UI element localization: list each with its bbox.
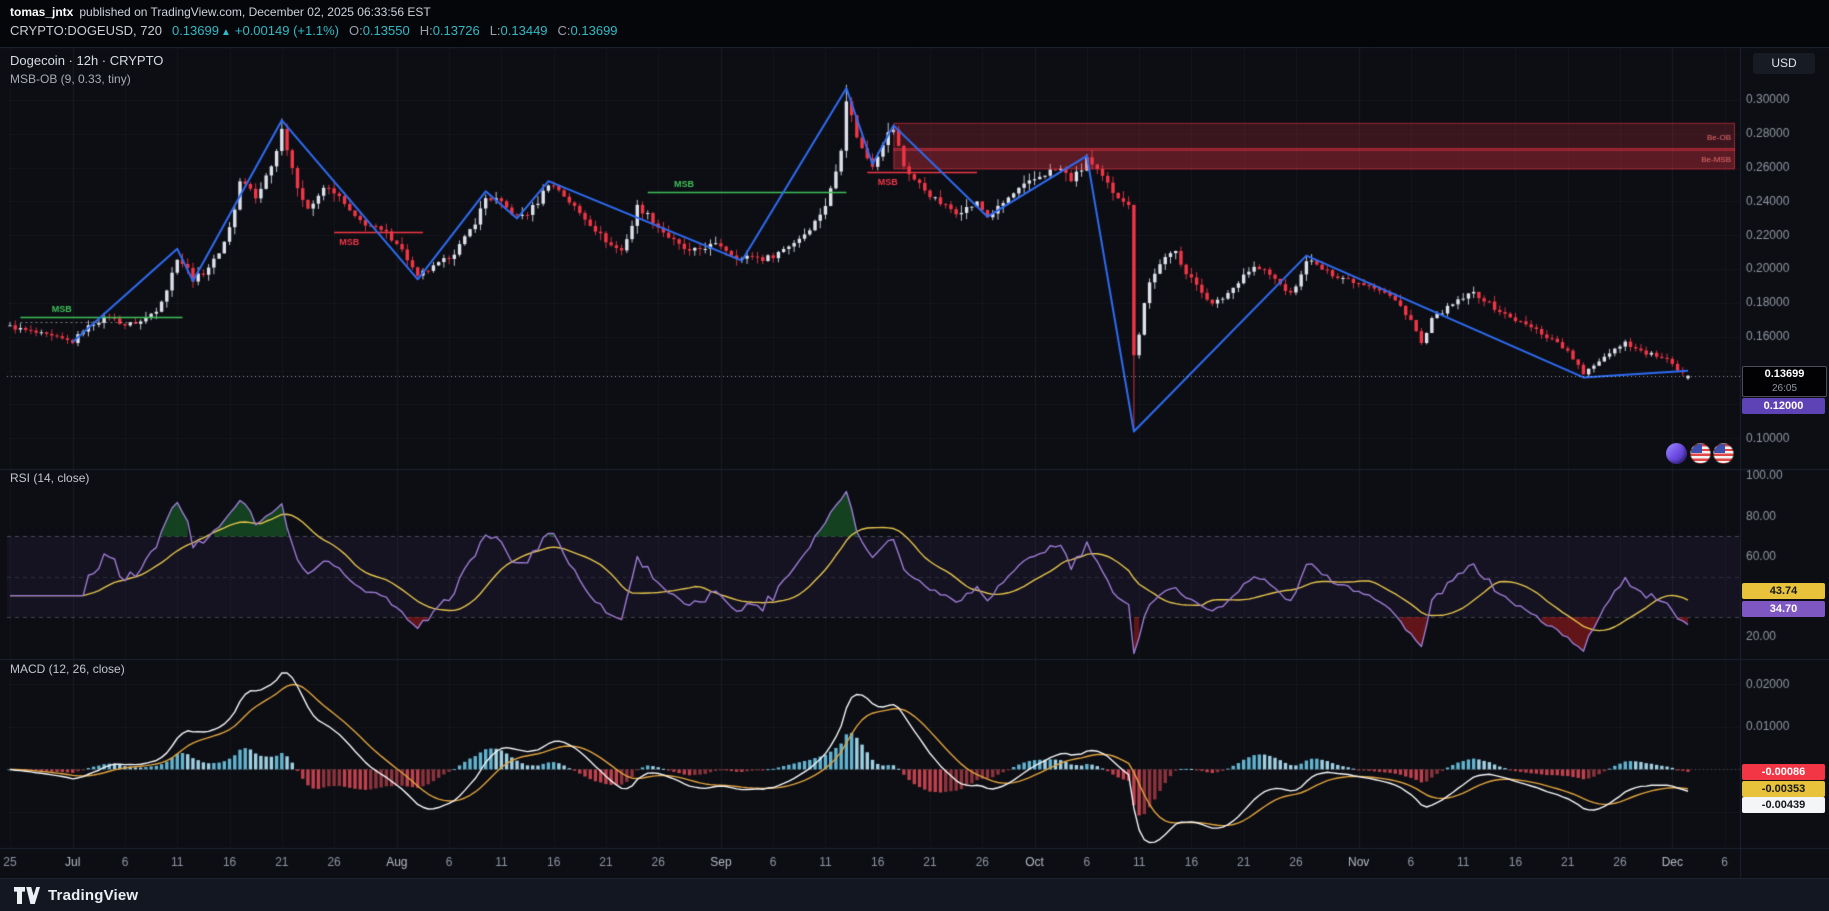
bar-close-countdown: 26:05 bbox=[1771, 383, 1798, 394]
last-price-badge: 0.13699 26:05 bbox=[1742, 366, 1827, 397]
rsi-value-badge: 34.70 bbox=[1742, 601, 1825, 617]
macd-line-value-badge: -0.00439 bbox=[1742, 797, 1825, 813]
currency-toggle-button[interactable]: USD bbox=[1753, 53, 1815, 74]
high-label: H: bbox=[419, 23, 433, 38]
emoji-sticker-flag-icon[interactable] bbox=[1690, 443, 1711, 464]
close-value: 0.13699 bbox=[570, 23, 618, 38]
close-label: C: bbox=[557, 23, 571, 38]
last-price-badge-value: 0.13699 bbox=[1764, 368, 1805, 380]
macd-histogram-value-badge: -0.00086 bbox=[1742, 764, 1825, 780]
symbol-title: CRYPTO:DOGEUSD, 720 bbox=[10, 23, 162, 38]
symbol-legend: Dogecoin · 12h · CRYPTO MSB-OB (9, 0.33,… bbox=[10, 53, 163, 86]
price-axis[interactable] bbox=[1741, 47, 1829, 848]
high-value: 0.13726 bbox=[432, 23, 480, 38]
open-label: O: bbox=[348, 23, 363, 38]
macd-signal-value-badge: -0.00353 bbox=[1742, 781, 1825, 797]
low-value: 0.13449 bbox=[500, 23, 548, 38]
emoji-sticker-flag-icon[interactable] bbox=[1713, 443, 1734, 464]
published-text: published on TradingView.com, December 0… bbox=[79, 5, 431, 19]
symbol-info-row: CRYPTO:DOGEUSD, 720 0.13699 ▲ +0.00149 (+1.… bbox=[10, 23, 1829, 38]
symbol-legend-title: Dogecoin · 12h · CRYPTO bbox=[10, 53, 164, 68]
indicator-legend-macd: MACD (12, 26, close) bbox=[10, 662, 125, 676]
emoji-sticker-purple-icon[interactable] bbox=[1666, 443, 1687, 464]
price-change: +0.00149 (+1.1%) bbox=[234, 23, 339, 38]
indicator-legend-rsi: RSI (14, close) bbox=[10, 471, 90, 485]
tradingview-brand-text: TradingView bbox=[48, 886, 139, 904]
time-axis[interactable] bbox=[0, 848, 1740, 878]
last-price: 0.13699 bbox=[171, 23, 219, 38]
tradingview-logo[interactable]: TradingView bbox=[14, 886, 139, 904]
rsi-ma-value-badge: 43.74 bbox=[1742, 583, 1825, 599]
low-label: L: bbox=[489, 23, 501, 38]
up-arrow-icon: ▲ bbox=[220, 27, 231, 38]
price-level-badge-purple: 0.12000 bbox=[1742, 398, 1825, 414]
open-value: 0.13550 bbox=[362, 23, 410, 38]
tradingview-logo-mark-icon bbox=[14, 886, 40, 904]
indicator-legend-msb-ob: MSB-OB (9, 0.33, tiny) bbox=[10, 72, 131, 86]
footer-bar: TradingView bbox=[0, 878, 1829, 911]
author-link[interactable]: tomas_jntx bbox=[10, 5, 74, 19]
publish-info-row: tomas_jntx published on TradingView.com, … bbox=[10, 5, 1829, 19]
top-bar: tomas_jntx published on TradingView.com, … bbox=[0, 0, 1829, 47]
